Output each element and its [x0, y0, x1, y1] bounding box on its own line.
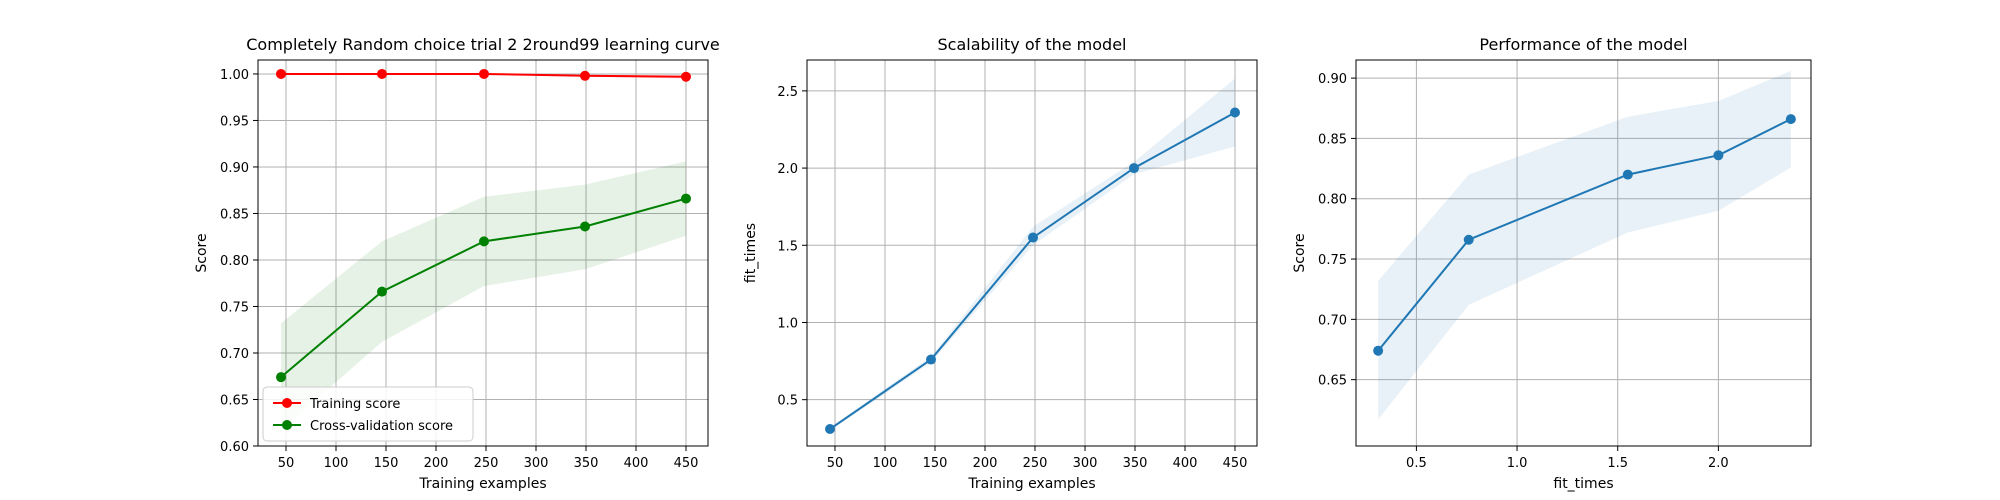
chart-panel-2: 50 100 150 200 250 300 350 400 450 0.5 1.0 1.5 2.0 2.…: [743, 35, 1258, 492]
series-1-point: [1373, 345, 1384, 356]
x-tick-label: 250: [474, 456, 499, 471]
x-tick-label: 1.0: [1507, 456, 1528, 471]
x-axis-label: Training examples: [967, 476, 1095, 492]
y-tick-label: 0.70: [220, 347, 249, 362]
series-2-point: [276, 372, 286, 383]
y-axis-label: Score: [194, 233, 210, 272]
x-tick-label: 50: [278, 456, 295, 471]
series-2-point: [580, 221, 590, 232]
series-2-point: [681, 193, 691, 204]
series-1-point: [1028, 232, 1038, 243]
y-tick-label: 0.75: [220, 300, 249, 315]
x-axis-label: fit_times: [1553, 476, 1613, 492]
series-1-point: [580, 70, 590, 81]
x-tick-label: 150: [374, 456, 399, 471]
axes-frame: [806, 59, 1258, 447]
series-1-point: [276, 68, 286, 79]
legend-box: [262, 386, 474, 442]
y-axis-label: Score: [1292, 233, 1308, 272]
x-tick-label: 450: [674, 456, 699, 471]
y-tick-label: 0.90: [220, 161, 249, 176]
y-tick-label: 1.0: [777, 316, 798, 331]
series-1-point: [1785, 114, 1796, 125]
chart-panel-1: 50 100 150 200 250 300 350 400 450 0.60 0.65 0.70 0.…: [194, 35, 720, 492]
series-1-point: [825, 424, 835, 435]
x-tick-label: 350: [1123, 456, 1148, 471]
x-tick-label: 400: [1173, 456, 1198, 471]
x-tick-label: 150: [923, 456, 948, 471]
x-tick-label: 300: [524, 456, 549, 471]
legend: Training score Cross-validation score: [262, 386, 474, 442]
legend-swatch-marker: [282, 398, 292, 408]
series-1-point: [1463, 234, 1474, 245]
series-1-point: [1713, 150, 1724, 161]
series-1-point: [377, 68, 387, 79]
y-tick-label: 0.5: [777, 394, 798, 409]
y-tick-label: 0.80: [220, 254, 249, 269]
series-1-band: [1378, 70, 1791, 420]
legend-entry-label: Cross-validation score: [310, 419, 453, 434]
x-tick-label: 100: [324, 456, 349, 471]
x-tick-label: 0.5: [1406, 456, 1427, 471]
y-tick-label: 0.70: [1318, 313, 1347, 328]
x-tick-label: 2.0: [1708, 456, 1729, 471]
y-tick-label: 0.75: [1318, 253, 1347, 268]
chart-title: Completely Random choice trial 2 2round9…: [246, 35, 720, 54]
y-tick-label: 0.85: [220, 207, 249, 222]
legend-entry-label: Training score: [309, 397, 400, 412]
y-tick-label: 0.80: [1318, 193, 1347, 208]
x-tick-label: 400: [624, 456, 649, 471]
x-tick-label: 1.5: [1607, 456, 1628, 471]
series-1-point: [926, 354, 936, 365]
x-tick-label: 250: [1023, 456, 1048, 471]
y-tick-label: 0.60: [220, 440, 249, 455]
series-2-point: [479, 236, 489, 247]
series-1-point: [1622, 169, 1633, 180]
y-axis-label: fit_times: [743, 223, 759, 283]
series-1-point: [681, 71, 691, 82]
x-tick-label: 350: [574, 456, 599, 471]
series-1-point: [1129, 163, 1139, 174]
axes-frame: [257, 59, 709, 447]
series-1-point: [479, 68, 489, 79]
y-tick-label: 0.90: [1318, 72, 1347, 87]
x-tick-label: 50: [827, 456, 844, 471]
series-1-point: [1230, 107, 1240, 118]
chart-panel-3: 0.5 1.0 1.5 2.0 0.65 0.70 0.75 0.80 0.85 0.90 Perf…: [1292, 35, 1812, 492]
y-tick-label: 0.85: [1318, 132, 1347, 147]
axes-frame: [1355, 59, 1812, 447]
x-tick-label: 100: [873, 456, 898, 471]
x-tick-label: 450: [1223, 456, 1248, 471]
x-tick-label: 300: [1073, 456, 1098, 471]
y-tick-label: 0.95: [220, 114, 249, 129]
y-tick-label: 1.00: [220, 68, 249, 83]
y-tick-label: 2.5: [777, 85, 798, 100]
x-tick-label: 200: [424, 456, 449, 471]
series-2-point: [377, 286, 387, 297]
x-axis-label: Training examples: [418, 476, 546, 492]
y-tick-label: 2.0: [777, 162, 798, 177]
y-tick-label: 0.65: [220, 393, 249, 408]
y-tick-label: 1.5: [777, 239, 798, 254]
legend-swatch-marker: [282, 420, 292, 430]
x-tick-label: 200: [973, 456, 998, 471]
y-tick-label: 0.65: [1318, 374, 1347, 389]
chart-title: Performance of the model: [1479, 35, 1687, 54]
chart-title: Scalability of the model: [938, 35, 1127, 54]
